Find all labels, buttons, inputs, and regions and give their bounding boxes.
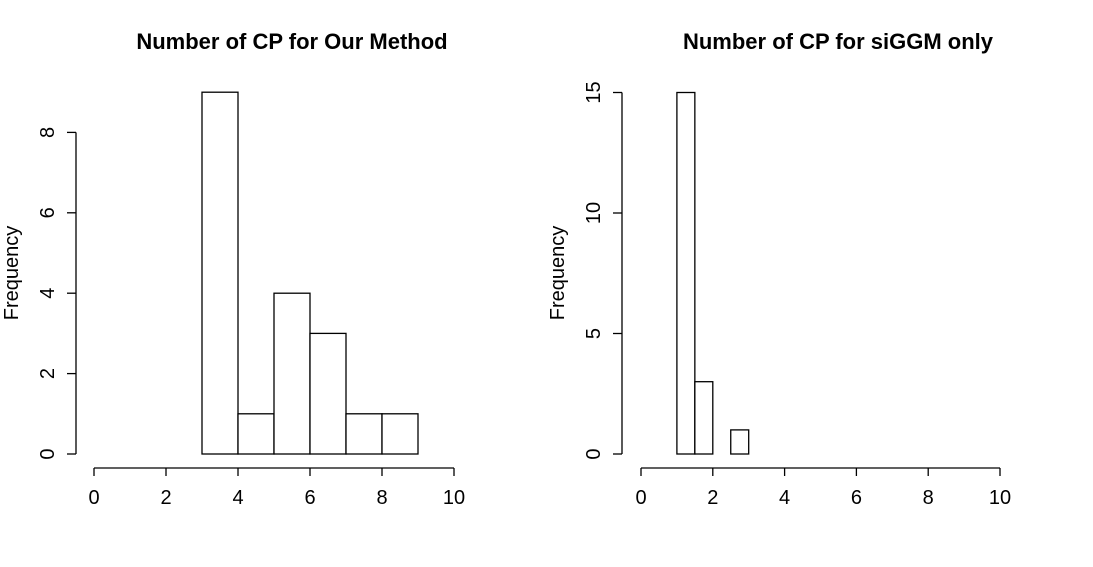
histogram-bar [201, 91, 239, 455]
histogram-bar [730, 429, 750, 455]
x-axis: 0 2 4 6 8 10 [635, 467, 1011, 509]
y-tick-label: 0 [583, 448, 605, 459]
y-tick-label: 2 [37, 368, 59, 379]
x-tick-label: 10 [989, 487, 1011, 509]
y-tick-label: 0 [37, 448, 59, 459]
y-tick-label: 10 [583, 202, 605, 224]
chart-title: Number of CP for siGGM only [683, 29, 994, 54]
x-tick-label: 0 [635, 487, 646, 509]
y-axis-label: Frequency [547, 226, 569, 321]
x-tick-label: 4 [779, 487, 790, 509]
x-tick-label: 6 [304, 487, 315, 509]
x-tick-label: 4 [232, 487, 243, 509]
histogram-bar [676, 91, 696, 455]
histogram-siggm-only: Number of CP for siGGM only Frequency 0 2… [547, 29, 1011, 509]
x-tick-label: 2 [160, 487, 171, 509]
y-tick-label: 6 [37, 207, 59, 218]
x-tick-label: 6 [851, 487, 862, 509]
x-tick-label: 8 [923, 487, 934, 509]
chart-title: Number of CP for Our Method [136, 29, 447, 54]
bars [676, 91, 750, 455]
y-tick-label: 8 [37, 127, 59, 138]
x-axis: 0 2 4 6 8 10 [88, 467, 465, 509]
y-axis: 0 5 10 15 [583, 81, 623, 460]
x-tick-label: 10 [443, 487, 465, 509]
histogram-bar [237, 413, 275, 455]
y-tick-label: 4 [37, 288, 59, 299]
histogram-bar [345, 413, 383, 455]
histogram-our-method: Number of CP for Our Method Frequency 0 2… [1, 29, 465, 509]
x-tick-label: 0 [88, 487, 99, 509]
x-tick-label: 2 [707, 487, 718, 509]
y-axis-label: Frequency [1, 226, 23, 321]
histogram-bar [381, 413, 419, 455]
y-tick-label: 5 [583, 328, 605, 339]
y-axis: 0 2 4 6 8 [37, 127, 77, 460]
y-tick-label: 15 [583, 81, 605, 103]
histogram-bar [694, 381, 714, 455]
x-tick-label: 8 [376, 487, 387, 509]
bars [201, 91, 419, 455]
histogram-bar [309, 332, 347, 455]
histogram-bar [273, 292, 311, 455]
